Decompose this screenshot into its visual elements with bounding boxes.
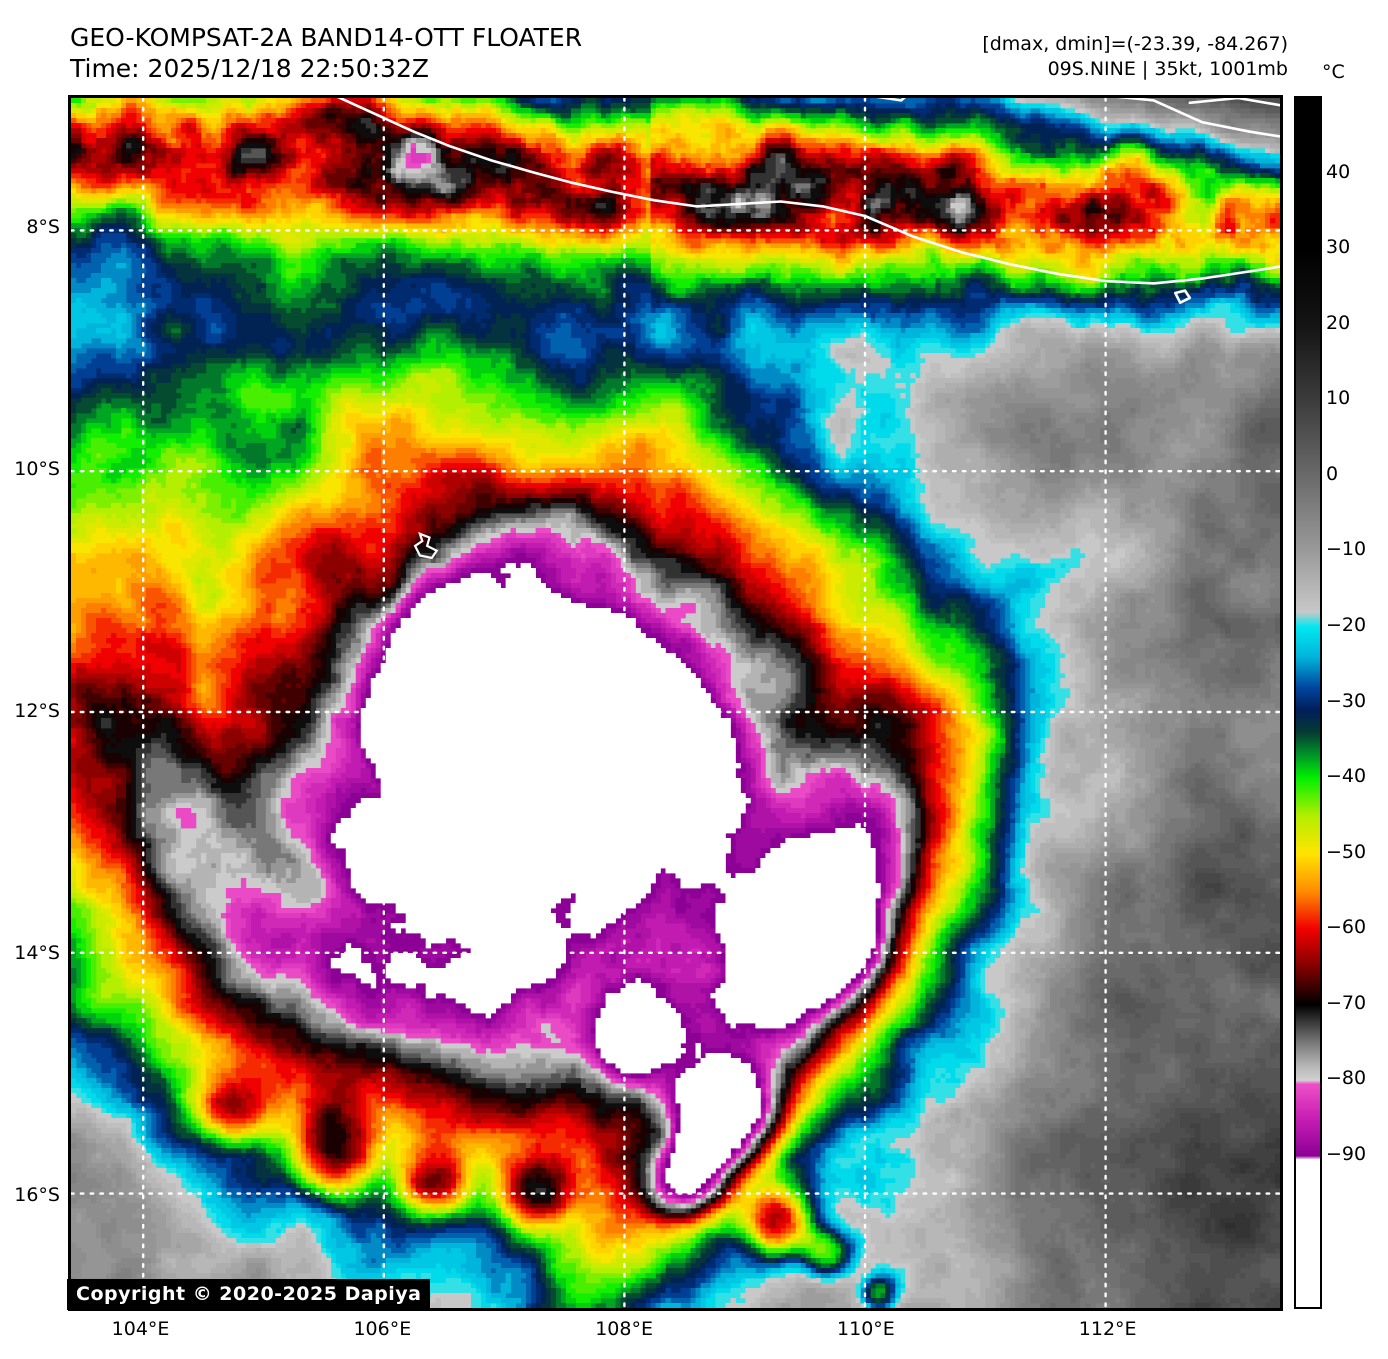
latitude-tick-12°S: 12°S: [14, 700, 60, 723]
longitude-tick-108°E: 108°E: [595, 1318, 653, 1340]
colorbar-tick--40: −40: [1326, 765, 1367, 788]
longitude-tick-104°E: 104°E: [111, 1318, 170, 1340]
colorbar-tick-10: 10: [1326, 387, 1351, 410]
latitude-tick-16°S: 16°S: [14, 1184, 60, 1207]
colorbar-tick-20: 20: [1326, 311, 1351, 334]
colorbar-tick-labels: 40 30 20 10 0 −10 −20 −30 −40 −50 −60 −70 −80 −90: [1326, 96, 1386, 1309]
colorbar-tick--60: −60: [1326, 916, 1367, 939]
copyright-watermark: Copyright © 2020-2025 Dapiya: [67, 1279, 431, 1310]
colorbar-tick--30: −30: [1326, 689, 1367, 712]
storm-info-label: 09S.NINE | 35kt, 1001mb: [1047, 58, 1288, 80]
longitude-tick-106°E: 106°E: [353, 1318, 412, 1340]
latitude-tick-10°S: 10°S: [14, 458, 60, 481]
colorbar-tick-0: 0: [1326, 462, 1339, 485]
colorbar-gradient: [1296, 98, 1320, 1308]
colorbar-tick-30: 30: [1326, 236, 1351, 259]
colorbar-tick--90: −90: [1326, 1142, 1367, 1165]
page-title: GEO-KOMPSAT-2A BAND14-OTT FLOATER: [70, 23, 583, 52]
colorbar-unit-label: °C: [1322, 61, 1345, 83]
satellite-infrared-image: [71, 98, 1280, 1308]
longitude-axis: 104°E 106°E 108°E 110°E 112°E: [0, 1318, 1388, 1344]
header-title-block: GEO-KOMPSAT-2A BAND14-OTT FLOATER Time: …: [70, 22, 582, 84]
timestamp-label: Time: 2025/12/18 22:50:32Z: [70, 54, 429, 83]
data-range-label: [dmax, dmin]=(-23.39, -84.267): [982, 33, 1288, 55]
longitude-tick-110°E: 110°E: [837, 1318, 895, 1340]
colorbar-tick--20: −20: [1326, 613, 1367, 636]
colorbar-tick--10: −10: [1326, 538, 1367, 561]
latitude-tick-14°S: 14°S: [14, 942, 60, 965]
colorbar-tick--80: −80: [1326, 1067, 1367, 1090]
longitude-tick-112°E: 112°E: [1078, 1318, 1137, 1340]
temperature-colorbar[interactable]: [1294, 96, 1322, 1309]
colorbar-tick--70: −70: [1326, 991, 1367, 1014]
latitude-tick-8°S: 8°S: [26, 216, 60, 239]
colorbar-tick-40: 40: [1326, 160, 1351, 183]
colorbar-tick--50: −50: [1326, 840, 1367, 863]
satellite-image-panel[interactable]: [68, 95, 1283, 1311]
header-metadata-block: [dmax, dmin]=(-23.39, -84.267) 09S.NINE …: [982, 32, 1288, 82]
